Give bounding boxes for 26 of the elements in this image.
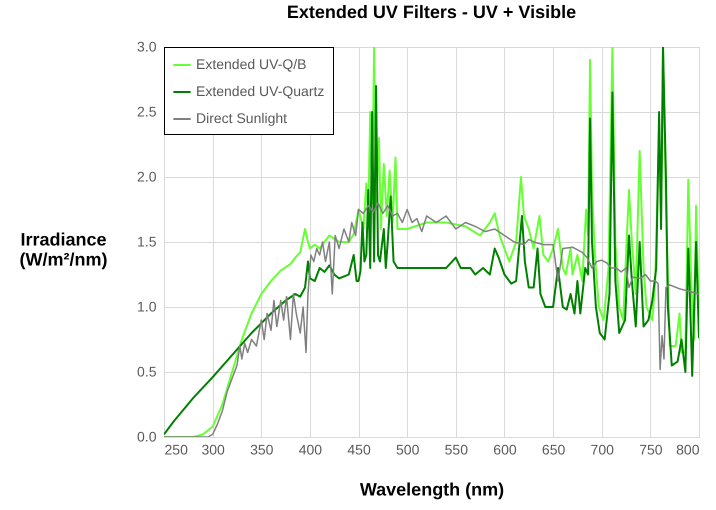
y-tick-label: 1.5 [137, 234, 157, 250]
y-axis-title: Irradiance (W/m²/nm) [20, 230, 108, 270]
x-tick-label: 250 [164, 442, 188, 458]
x-tick-label: 700 [590, 442, 614, 458]
x-tick-label: 800 [676, 442, 700, 458]
y-tick-label: 2.5 [137, 104, 157, 120]
y-tick-label: 0.0 [137, 428, 157, 444]
x-tick-label: 500 [396, 442, 420, 458]
legend-label: Extended UV-Quartz [196, 83, 324, 99]
x-axis-title: Wavelength (nm) [360, 480, 504, 500]
chart-title: Extended UV Filters - UV + Visible [286, 2, 576, 22]
y-tick-label: 3.0 [137, 38, 157, 54]
y-tick-label: 1.0 [137, 298, 157, 314]
legend-label: Direct Sunlight [196, 110, 288, 126]
legend-label: Extended UV-Q/B [196, 56, 307, 72]
x-tick-label: 600 [493, 442, 517, 458]
line-series [164, 202, 699, 437]
x-tick-label: 650 [542, 442, 566, 458]
x-tick-label: 450 [347, 442, 371, 458]
x-tick-label: 300 [201, 442, 226, 458]
x-tick-label: 550 [444, 442, 468, 458]
x-tick-label: 750 [639, 442, 663, 458]
y-tick-label: 2.0 [137, 168, 157, 184]
y-tick-label: 0.5 [137, 364, 157, 380]
x-tick-label: 400 [298, 442, 322, 458]
x-tick-label: 350 [250, 442, 274, 458]
